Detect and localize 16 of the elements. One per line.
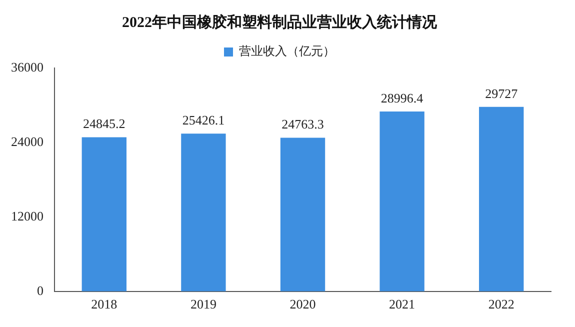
- data-label: 29727: [485, 86, 518, 101]
- data-label: 28996.4: [380, 90, 424, 106]
- chart-title: 2022年中国橡胶和塑料制品业营业收入统计情况: [122, 12, 438, 31]
- legend-label: 营业收入（亿元）: [239, 44, 335, 58]
- y-tick-label: 36000: [11, 59, 44, 74]
- x-tick-label: 2021: [389, 296, 416, 312]
- data-label: 25426.1: [182, 112, 225, 128]
- x-tick-label: 2018: [91, 296, 118, 312]
- y-tick-label: 12000: [11, 208, 44, 224]
- x-tick-label: 2020: [290, 296, 316, 312]
- y-tick-label: 0: [37, 282, 44, 298]
- x-tick-label: 2022: [488, 296, 514, 312]
- data-label: 24763.3: [282, 116, 324, 132]
- x-tick-label: 2019: [190, 296, 216, 312]
- data-label: 24845.2: [83, 116, 126, 132]
- y-tick-label: 24000: [11, 134, 44, 149]
